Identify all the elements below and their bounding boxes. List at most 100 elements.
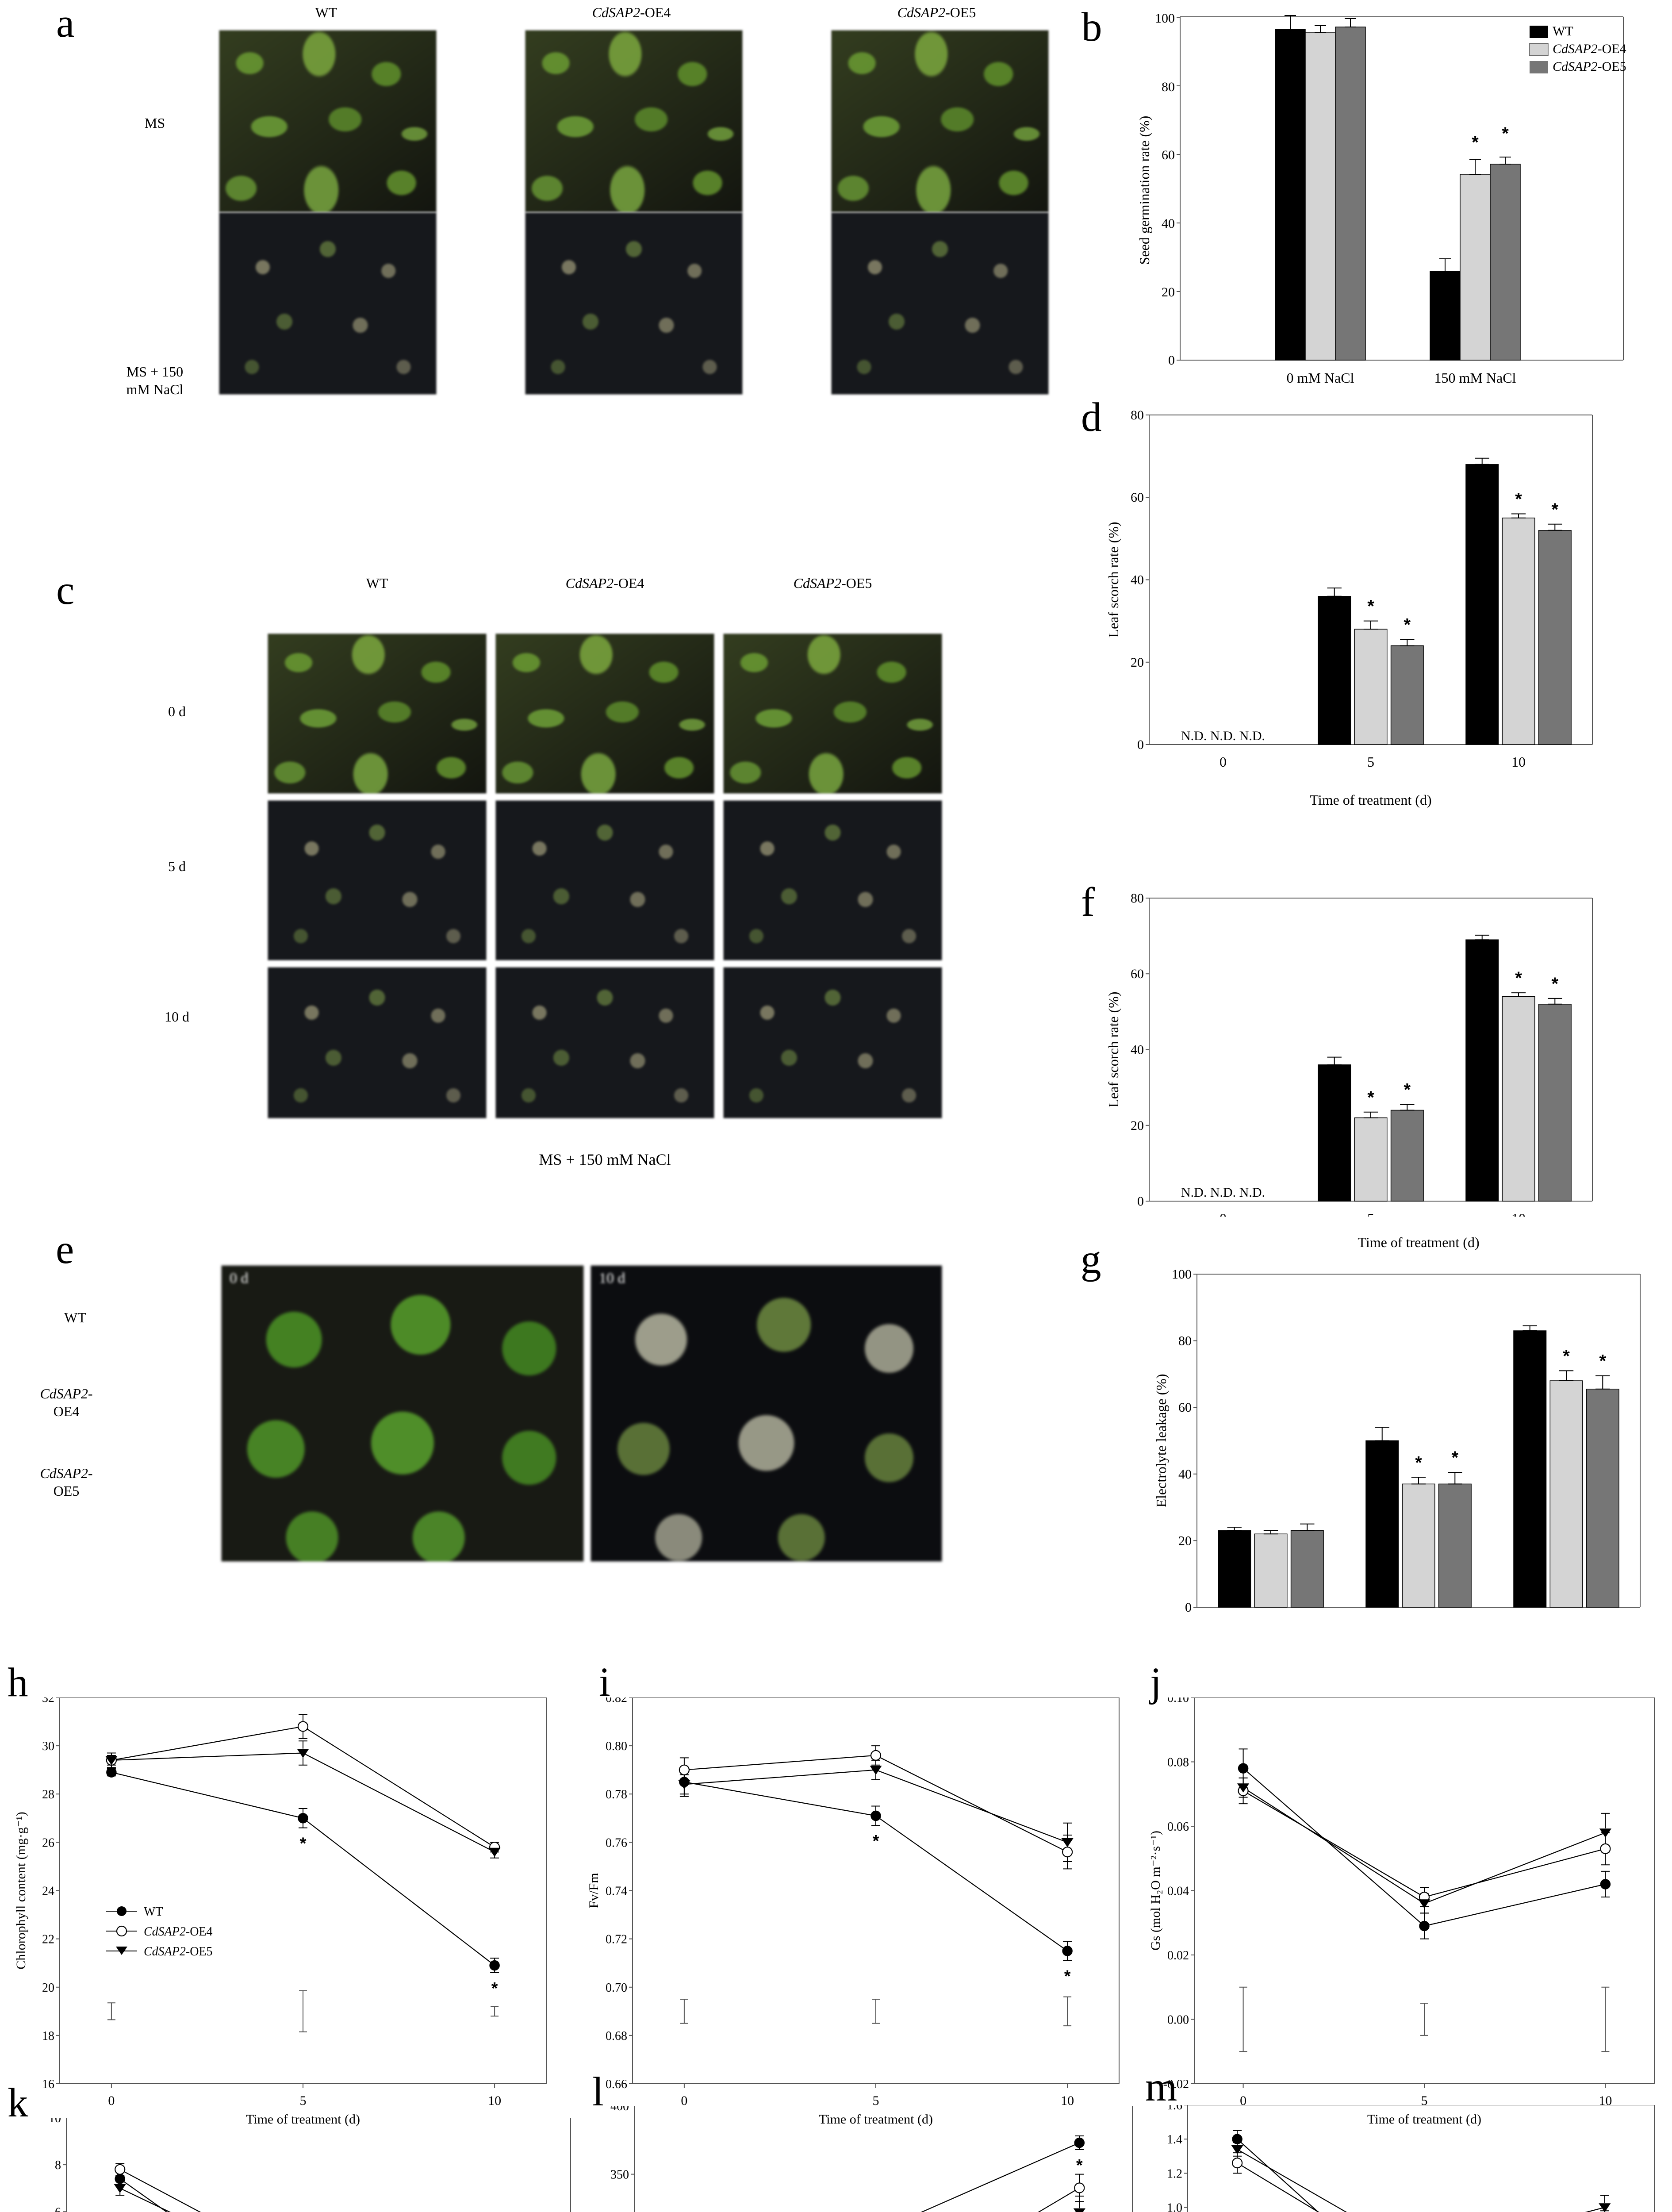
svg-text:60: 60 (1131, 490, 1144, 505)
svg-text:CdSAP2-OE4: CdSAP2-OE4 (144, 1925, 213, 1939)
svg-text:Leaf scorch rate (%): Leaf scorch rate (%) (1105, 522, 1121, 637)
svg-text:N.D. N.D. N.D.: N.D. N.D. N.D. (1181, 729, 1265, 743)
svg-text:1.0: 1.0 (1167, 2201, 1182, 2212)
svg-text:*: * (1415, 1453, 1422, 1472)
svg-text:10: 10 (49, 2118, 61, 2125)
svg-text:WT: WT (144, 1905, 163, 1919)
svg-text:*: * (1064, 1967, 1071, 1986)
svg-text:0: 0 (1219, 1210, 1227, 1217)
svg-text:0.80: 0.80 (606, 1740, 627, 1753)
svg-text:40: 40 (1162, 216, 1175, 231)
svg-text:0.68: 0.68 (606, 2029, 627, 2043)
svg-text:150 mM NaCl: 150 mM NaCl (1434, 370, 1516, 386)
svg-text:1.2: 1.2 (1167, 2167, 1182, 2181)
svg-text:Leaf scorch rate (%): Leaf scorch rate (%) (1105, 991, 1121, 1107)
svg-text:*: * (1367, 597, 1374, 616)
svg-text:0.66: 0.66 (606, 2078, 627, 2091)
svg-text:5: 5 (1367, 1210, 1374, 1217)
svg-text:20: 20 (1131, 655, 1144, 670)
svg-text:32: 32 (42, 1697, 54, 1705)
svg-text:*: * (1404, 1080, 1411, 1100)
svg-text:30: 30 (42, 1740, 54, 1753)
svg-text:Gs (mol H₂O m⁻²·s⁻¹): Gs (mol H₂O m⁻²·s⁻¹) (1148, 1831, 1163, 1951)
svg-text:Fv/Fm: Fv/Fm (588, 1873, 601, 1908)
svg-text:0: 0 (1168, 353, 1175, 368)
svg-text:5: 5 (300, 2093, 307, 2108)
svg-text:0: 0 (1137, 1194, 1144, 1209)
svg-text:CdSAP2-OE5: CdSAP2-OE5 (1553, 59, 1626, 74)
svg-text:0.06: 0.06 (1167, 1820, 1189, 1834)
svg-text:60: 60 (1178, 1400, 1192, 1415)
svg-text:20: 20 (1131, 1118, 1144, 1133)
svg-text:20: 20 (1162, 285, 1175, 300)
svg-text:350: 350 (610, 2168, 629, 2182)
svg-text:0 mM NaCl: 0 mM NaCl (1287, 370, 1354, 386)
svg-text:CdSAP2-OE4: CdSAP2-OE4 (1553, 42, 1626, 56)
svg-text:40: 40 (1131, 573, 1144, 588)
svg-text:Seed germination rate (%): Seed germination rate (%) (1136, 116, 1152, 265)
svg-text:*: * (1552, 500, 1559, 519)
svg-text:22: 22 (42, 1933, 54, 1947)
svg-text:16: 16 (42, 2078, 54, 2091)
svg-text:28: 28 (42, 1788, 54, 1801)
svg-text:80: 80 (1162, 80, 1175, 94)
svg-text:1.6: 1.6 (1167, 2105, 1182, 2112)
svg-text:*: * (1404, 615, 1411, 635)
svg-text:0.08: 0.08 (1167, 1756, 1189, 1770)
svg-text:60: 60 (1162, 148, 1175, 162)
svg-text:0.74: 0.74 (606, 1885, 627, 1898)
svg-text:10: 10 (1511, 754, 1526, 770)
svg-text:6: 6 (55, 2205, 61, 2212)
svg-text:18: 18 (42, 2029, 54, 2043)
svg-text:80: 80 (1178, 1334, 1192, 1348)
svg-text:0.82: 0.82 (606, 1697, 627, 1705)
svg-text:80: 80 (1131, 408, 1144, 422)
svg-text:0: 0 (108, 2093, 115, 2108)
svg-text:*: * (1452, 1448, 1459, 1467)
svg-text:20: 20 (1178, 1533, 1192, 1548)
svg-text:*: * (1515, 968, 1522, 988)
svg-text:*: * (873, 1832, 879, 1851)
svg-text:0.00: 0.00 (1167, 2013, 1189, 2027)
svg-text:Chlorophyll content (mg·g⁻¹): Chlorophyll content (mg·g⁻¹) (15, 1812, 28, 1969)
svg-text:CdSAP2-OE5: CdSAP2-OE5 (144, 1945, 213, 1959)
svg-text:0.04: 0.04 (1167, 1885, 1189, 1898)
svg-text:40: 40 (1178, 1467, 1192, 1482)
svg-text:*: * (1367, 1088, 1374, 1107)
svg-text:*: * (300, 1835, 307, 1853)
svg-text:*: * (1076, 2156, 1083, 2175)
svg-text:80: 80 (1131, 891, 1144, 906)
svg-text:*: * (1515, 490, 1522, 509)
svg-text:Electrolyte leakage (%): Electrolyte leakage (%) (1153, 1374, 1169, 1507)
svg-text:100: 100 (1155, 11, 1175, 26)
svg-text:WT: WT (1553, 24, 1573, 38)
svg-text:20: 20 (42, 1981, 54, 1995)
svg-text:8: 8 (55, 2158, 61, 2172)
svg-text:0: 0 (1137, 737, 1144, 752)
svg-text:400: 400 (610, 2106, 629, 2113)
svg-text:0.72: 0.72 (606, 1933, 627, 1947)
svg-text:0: 0 (1185, 1600, 1192, 1615)
svg-text:N.D. N.D. N.D.: N.D. N.D. N.D. (1181, 1185, 1265, 1200)
svg-text:40: 40 (1131, 1043, 1144, 1057)
svg-text:0.76: 0.76 (606, 1836, 627, 1850)
svg-text:0.70: 0.70 (606, 1981, 627, 1995)
svg-text:0.78: 0.78 (606, 1788, 627, 1801)
svg-text:24: 24 (42, 1885, 54, 1898)
svg-text:*: * (1502, 124, 1509, 143)
svg-text:*: * (1472, 133, 1479, 152)
svg-text:*: * (1552, 974, 1559, 994)
svg-text:26: 26 (42, 1836, 54, 1850)
svg-text:0: 0 (1219, 754, 1227, 770)
svg-text:*: * (491, 1979, 498, 1998)
svg-text:10: 10 (488, 2093, 501, 2108)
svg-text:0.02: 0.02 (1167, 1949, 1189, 1962)
svg-text:0.10: 0.10 (1167, 1697, 1189, 1705)
svg-text:10: 10 (1511, 1210, 1526, 1217)
svg-text:*: * (1563, 1346, 1570, 1366)
svg-text:1.4: 1.4 (1167, 2133, 1182, 2147)
svg-text:60: 60 (1131, 967, 1144, 981)
svg-text:100: 100 (1172, 1267, 1192, 1282)
svg-text:*: * (1599, 1352, 1607, 1371)
svg-text:5: 5 (1367, 754, 1374, 770)
